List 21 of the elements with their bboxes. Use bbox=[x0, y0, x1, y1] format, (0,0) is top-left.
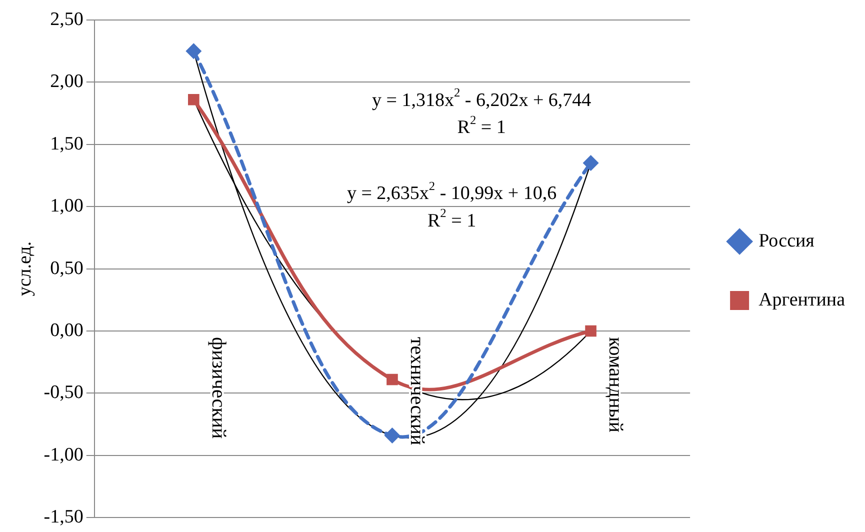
x-tick-label: командный bbox=[604, 337, 627, 433]
y-tick-label: 1,50 bbox=[50, 133, 84, 154]
point bbox=[384, 427, 400, 444]
x-tick-label: технический bbox=[406, 337, 428, 446]
y-tick-label: 2,00 bbox=[50, 71, 84, 92]
point bbox=[386, 374, 398, 386]
y-tick-label: -1,50 bbox=[44, 506, 84, 528]
y-tick-label: 0,50 bbox=[50, 258, 84, 279]
y-tick-label: -0,50 bbox=[44, 382, 84, 404]
legend-label: Аргентина bbox=[758, 289, 846, 310]
legend-label: Россия bbox=[758, 230, 815, 252]
y-tick-label: 2,50 bbox=[50, 8, 84, 30]
y-tick-label: 1,00 bbox=[50, 196, 84, 217]
y-axis-title: усл.ед. bbox=[14, 241, 36, 296]
y-tick-label: 0,00 bbox=[50, 320, 84, 341]
y-tick-label: -1,00 bbox=[44, 444, 84, 466]
point bbox=[582, 155, 599, 172]
point bbox=[188, 94, 200, 106]
point bbox=[186, 43, 202, 60]
x-tick-label: физический bbox=[207, 337, 230, 439]
point bbox=[585, 325, 596, 337]
